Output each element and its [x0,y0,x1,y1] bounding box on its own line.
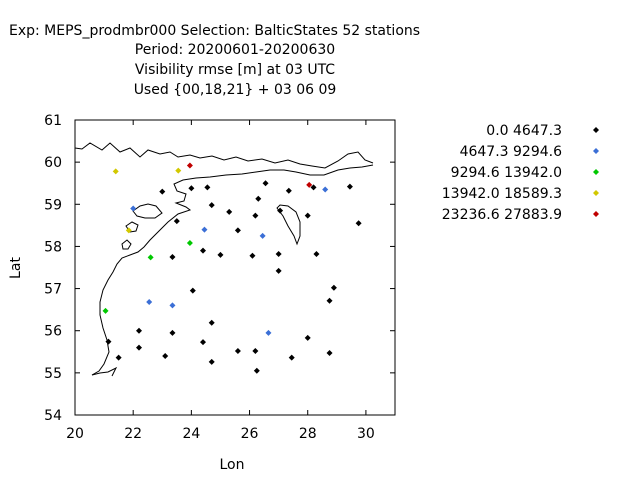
station-marker [162,353,169,359]
station-marker [326,297,333,304]
station-markers [102,162,362,374]
station-marker [173,218,180,225]
station-marker [285,187,292,194]
station-marker [322,186,329,193]
station-marker [188,185,195,192]
station-marker [310,184,317,191]
station-marker [186,162,193,169]
station-marker [330,284,337,291]
station-marker [253,367,260,374]
station-marker [346,183,353,190]
axes: 20 22 24 26 28 30 54 55 56 57 58 59 60 61 [44,113,395,442]
station-marker [136,344,142,351]
x-tick-label: 26 [241,426,259,442]
plot-frame [74,119,396,416]
legend-label: 0.0 4647.3 [486,123,562,139]
legend: 0.0 4647.3 4647.3 9294.6 9294.6 13942.0 139… [442,123,599,223]
legend-marker [593,127,599,133]
legend-label: 9294.6 13942.0 [451,165,562,181]
station-marker [234,347,241,354]
station-marker [208,319,215,326]
station-marker [186,240,193,247]
station-marker [277,207,284,214]
station-marker [259,232,266,239]
x-tick-label: 28 [299,426,317,442]
station-marker [146,299,153,306]
y-axis-label: Lat [8,257,24,279]
station-marker [169,329,176,336]
station-marker [201,226,208,233]
station-marker [200,247,206,254]
experiment-line: Exp: MEPS_prodmbr000 Selection: BalticSt… [9,23,420,39]
station-marker [115,354,122,361]
station-marker [234,227,241,234]
period-line: Period: 20200601-20200630 [135,42,335,58]
station-marker [252,347,259,354]
x-tick-label: 24 [182,426,200,442]
station-marker [112,168,119,175]
legend-marker [593,169,599,175]
x-tick-label: 22 [124,426,142,442]
station-marker [130,205,137,212]
x-axis-label: Lon [220,457,245,473]
legend-label: 23236.6 27883.9 [442,207,562,223]
station-marker [169,253,176,260]
station-marker [275,267,282,274]
y-tick-label: 56 [44,324,62,340]
station-marker [175,167,182,174]
station-marker [275,251,282,258]
station-marker [249,252,256,259]
y-tick-label: 60 [44,155,62,171]
legend-marker [593,211,599,217]
y-tick-label: 57 [44,282,62,298]
station-marker [159,188,166,195]
station-marker [102,307,109,314]
x-tick-label: 30 [357,426,375,442]
station-marker [226,208,233,215]
station-marker [217,251,224,258]
station-marker [288,354,295,361]
y-tick-label: 54 [44,408,62,424]
y-tick-label: 58 [44,239,62,255]
legend-marker [593,148,599,154]
map-title: Visibility rmse [m] at 03 UTC [135,62,335,78]
station-marker [306,181,313,188]
station-marker [125,227,132,234]
station-marker [326,350,333,357]
legend-label: 13942.0 18589.3 [442,186,562,202]
station-marker [189,287,196,294]
x-tick-label: 20 [66,426,84,442]
station-marker [304,334,311,341]
station-marker [147,254,154,261]
station-marker [136,327,142,334]
station-marker [265,329,272,336]
station-marker [304,212,311,219]
legend-marker [593,190,599,196]
station-marker [200,339,206,346]
station-marker [252,212,259,219]
used-line: Used {00,18,21} + 03 06 09 [134,82,337,98]
station-marker [169,302,176,309]
station-marker [208,202,215,209]
coastline [74,142,374,377]
station-marker [313,251,320,258]
y-tick-label: 59 [44,197,62,213]
station-marker [105,338,112,345]
y-tick-label: 55 [44,366,62,382]
legend-label: 4647.3 9294.6 [460,144,563,160]
station-marker [355,220,362,227]
station-marker [204,184,211,191]
y-tick-label: 61 [44,113,62,129]
station-marker [255,195,262,202]
station-marker [208,358,215,365]
station-marker [262,180,269,187]
